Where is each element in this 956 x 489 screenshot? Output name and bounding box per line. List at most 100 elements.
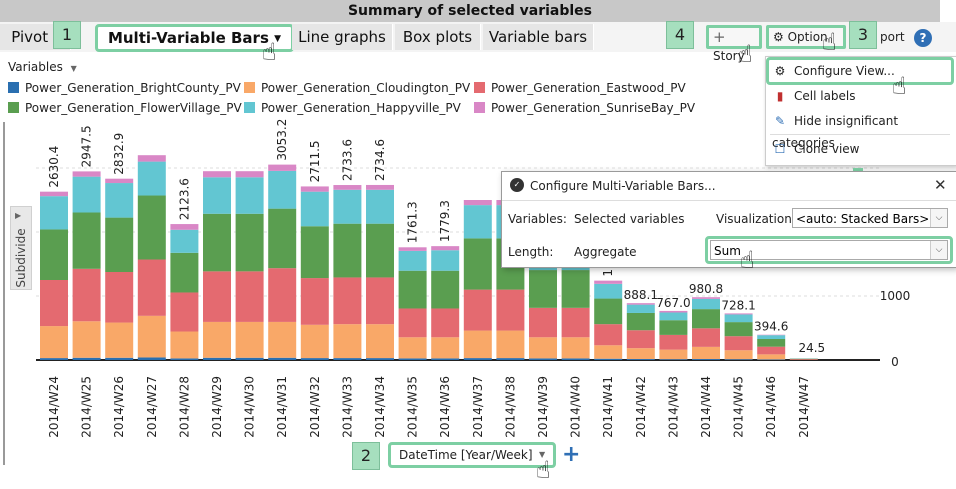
bar-segment	[561, 270, 590, 308]
menu-item-clone-view[interactable]: ☐ Clone view	[772, 138, 860, 160]
bar-segment	[757, 339, 786, 347]
bar-segment	[40, 229, 68, 280]
bar-segment	[366, 324, 394, 359]
length-label: Length:	[508, 245, 554, 259]
variables-selector[interactable]: Variables ▼	[8, 60, 77, 74]
chevron-down-icon: ⌵	[930, 209, 947, 227]
help-icon[interactable]: ?	[914, 29, 932, 47]
visualization-select[interactable]: <auto: Stacked Bars> ⌵	[792, 208, 948, 228]
data-label: 980.8	[689, 282, 723, 296]
x-tick-label: 2014/W42	[634, 376, 648, 438]
chevron-down-icon[interactable]: ▼	[274, 34, 282, 44]
menu-item-hide-insignificant[interactable]: ✎ Hide insignificant categories	[772, 110, 956, 150]
dialog-app-icon: ✓	[510, 178, 524, 192]
legend-label: Power_Generation_FlowerVillage_PV	[25, 101, 242, 115]
subdivide-panel[interactable]: ▶ Subdivide	[10, 206, 32, 290]
data-label: 2630.4	[47, 146, 61, 188]
x-tick-label: 2014/W47	[797, 376, 811, 438]
bar-segment	[333, 277, 362, 325]
tab-line-graphs[interactable]: Line graphs	[292, 24, 393, 50]
bar-segment	[300, 358, 329, 360]
bar-segment	[496, 358, 525, 360]
options-menu: ⚙ Configure View... ▮ Cell labels ✎ Hide in…	[765, 56, 956, 166]
bar-segment	[268, 170, 297, 209]
bar-segment	[72, 357, 101, 360]
legend-swatch	[474, 82, 485, 93]
aggregate-select[interactable]: Sum ⌵	[710, 240, 948, 260]
data-label: 1779.3	[438, 200, 452, 242]
bar-segment	[659, 320, 688, 335]
options-button[interactable]: ⚙ Option	[766, 25, 846, 49]
bar-segment	[40, 191, 68, 197]
bar-segment	[170, 229, 199, 253]
menu-divider	[770, 134, 950, 135]
menu-item-configure-view[interactable]: ⚙ Configure View...	[772, 60, 895, 82]
x-tick-label: 2014/W29	[210, 376, 224, 438]
bar-segment	[137, 161, 166, 196]
bar-segment	[300, 186, 329, 192]
legend-label: Power_Generation_Cloudington_PV	[261, 81, 471, 95]
menu-item-cell-labels[interactable]: ▮ Cell labels	[772, 85, 856, 107]
bar-segment	[529, 307, 557, 338]
bar-segment	[561, 307, 590, 338]
bar-segment	[203, 213, 231, 272]
length-value: Aggregate	[574, 245, 637, 259]
bar-segment	[398, 250, 427, 271]
x-tick-label: 2014/W37	[471, 376, 485, 438]
configure-dialog: ✓ Configure Multi-Variable Bars... ✕ Var…	[501, 171, 956, 268]
bar-segment	[398, 270, 427, 309]
x-tick-label: 2014/W46	[764, 376, 778, 438]
x-tick-label: 2014/W24	[47, 376, 61, 438]
menu-item-label: Cell labels	[794, 89, 856, 103]
bar-segment	[496, 330, 525, 359]
bar-segment	[496, 289, 525, 331]
x-tick-label: 2014/W35	[406, 376, 420, 438]
bar-segment	[626, 359, 655, 360]
add-axis-button[interactable]: +	[562, 442, 581, 467]
bar-segment	[561, 358, 590, 360]
bar-segment	[268, 268, 297, 322]
data-label: 2947.5	[80, 125, 94, 167]
chevron-down-icon: ▼	[539, 450, 546, 459]
menu-item-configure-view-highlight	[766, 57, 954, 85]
bar-segment	[170, 331, 199, 359]
legend-item[interactable]: Power_Generation_BrightCounty_PV	[8, 80, 241, 96]
y-tick-label: 1000	[880, 289, 911, 303]
hide-categories-icon: ✎	[774, 114, 786, 128]
legend-item[interactable]: Power_Generation_Eastwood_PV	[474, 80, 686, 96]
bar-segment	[529, 358, 557, 360]
menu-item-label: Configure View...	[794, 64, 895, 78]
bar-segment	[366, 184, 394, 190]
legend-item[interactable]: Power_Generation_SunriseBay_PV	[474, 100, 695, 116]
bar-segment	[626, 348, 655, 360]
story-label: Story	[713, 49, 745, 63]
tab-box-plots[interactable]: Box plots	[395, 24, 481, 50]
legend-item[interactable]: Power_Generation_FlowerVillage_PV	[8, 100, 242, 116]
legend-item[interactable]: Power_Generation_Cloudington_PV	[244, 80, 470, 96]
close-icon[interactable]: ✕	[934, 176, 947, 194]
bar-segment	[366, 277, 394, 325]
bar-segment	[72, 212, 101, 269]
add-story-button[interactable]: + Story	[706, 25, 762, 63]
callout-2: 2	[352, 442, 380, 470]
bar-segment	[137, 259, 166, 316]
bar-segment	[561, 337, 590, 359]
tab-multi-variable-bars[interactable]: Multi-Variable Bars ▼	[95, 24, 294, 52]
bar-segment	[366, 358, 394, 360]
bar-segment	[398, 247, 427, 251]
bar-segment	[235, 321, 264, 358]
bar-segment	[463, 200, 492, 206]
bar-segment	[333, 189, 362, 224]
x-axis-variable-selector[interactable]: DateTime [Year/Week] ▼	[388, 442, 556, 468]
bar-segment	[137, 155, 166, 162]
menu-item-label: Hide insignificant categories	[772, 114, 899, 150]
x-tick-label: 2014/W41	[601, 376, 615, 438]
bar-segment	[105, 357, 134, 360]
bar-segment	[431, 270, 460, 309]
legend-item[interactable]: Power_Generation_Happyville_PV	[244, 100, 461, 116]
bar-segment	[626, 330, 655, 349]
bar-segment	[594, 324, 623, 346]
report-button[interactable]: port	[880, 30, 905, 44]
bar-segment	[757, 354, 786, 360]
tab-variable-bars[interactable]: Variable bars	[483, 24, 594, 50]
